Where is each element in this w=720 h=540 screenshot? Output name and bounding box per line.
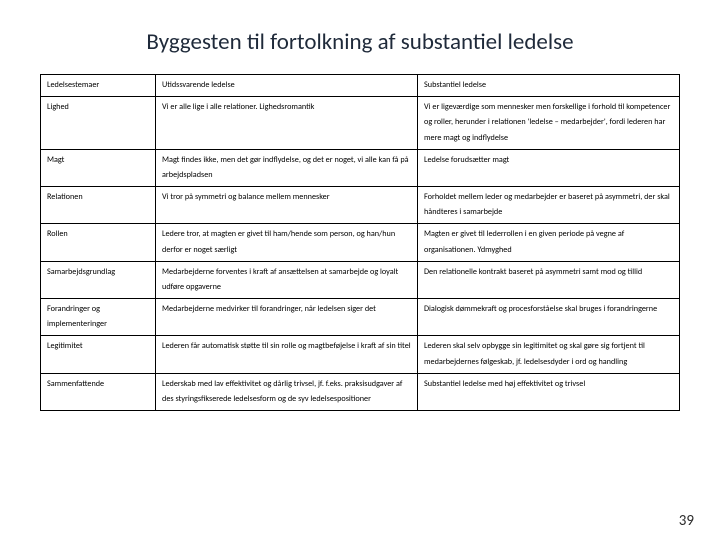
table-container: LedelsestemaerUtidssvarende ledelseSubst… bbox=[0, 74, 720, 411]
table-cell: Legitimitet bbox=[41, 336, 156, 373]
table-cell: Ledelsestemaer bbox=[41, 75, 156, 97]
table-cell: Vi tror på symmetri og balance mellem me… bbox=[156, 187, 418, 224]
table-cell: Utidssvarende ledelse bbox=[156, 75, 418, 97]
table-row: Forandringer og implementeringerMedarbej… bbox=[41, 299, 680, 336]
table-cell: Samarbejdsgrundlag bbox=[41, 261, 156, 298]
table-row: RelationenVi tror på symmetri og balance… bbox=[41, 187, 680, 224]
table-cell: Relationen bbox=[41, 187, 156, 224]
table-cell: Substantiel ledelse med høj effektivitet… bbox=[418, 373, 680, 410]
table-cell: Lederen skal selv opbygge sin legitimite… bbox=[418, 336, 680, 373]
table-cell: Sammenfattende bbox=[41, 373, 156, 410]
table-cell: Forandringer og implementeringer bbox=[41, 299, 156, 336]
comparison-table: LedelsestemaerUtidssvarende ledelseSubst… bbox=[40, 74, 680, 411]
page-title: Byggesten til fortolkning af substantiel… bbox=[0, 0, 720, 74]
table-row: SamarbejdsgrundlagMedarbejderne forvente… bbox=[41, 261, 680, 298]
table-row: LegitimitetLederen får automatisk støtte… bbox=[41, 336, 680, 373]
table-cell: Dialogisk dømmekraft og procesforståelse… bbox=[418, 299, 680, 336]
table-cell: Forholdet mellem leder og medarbejder er… bbox=[418, 187, 680, 224]
table-row: LedelsestemaerUtidssvarende ledelseSubst… bbox=[41, 75, 680, 97]
table-cell: Lederen får automatisk støtte til sin ro… bbox=[156, 336, 418, 373]
table-row: SammenfattendeLederskab med lav effektiv… bbox=[41, 373, 680, 410]
table-row: LighedVi er alle lige i alle relationer.… bbox=[41, 97, 680, 150]
table-cell: Substantiel ledelse bbox=[418, 75, 680, 97]
table-cell: Rollen bbox=[41, 224, 156, 261]
page-number: 39 bbox=[679, 512, 694, 530]
table-cell: Magten er givet til lederrollen i en giv… bbox=[418, 224, 680, 261]
table-cell: Ledelse forudsætter magt bbox=[418, 149, 680, 186]
table-cell: Lighed bbox=[41, 97, 156, 150]
table-cell: Vi er ligeværdige som mennesker men fors… bbox=[418, 97, 680, 150]
table-cell: Medarbejderne medvirker til forandringer… bbox=[156, 299, 418, 336]
table-cell: Ledere tror, at magten er givet til ham/… bbox=[156, 224, 418, 261]
table-cell: Den relationelle kontrakt baseret på asy… bbox=[418, 261, 680, 298]
table-row: MagtMagt findes ikke, men det gør indfly… bbox=[41, 149, 680, 186]
table-cell: Vi er alle lige i alle relationer. Lighe… bbox=[156, 97, 418, 150]
table-cell: Medarbejderne forventes i kraft af ansæt… bbox=[156, 261, 418, 298]
table-cell: Magt bbox=[41, 149, 156, 186]
table-cell: Magt findes ikke, men det gør indflydels… bbox=[156, 149, 418, 186]
table-row: RollenLedere tror, at magten er givet ti… bbox=[41, 224, 680, 261]
table-cell: Lederskab med lav effektivitet og dårlig… bbox=[156, 373, 418, 410]
